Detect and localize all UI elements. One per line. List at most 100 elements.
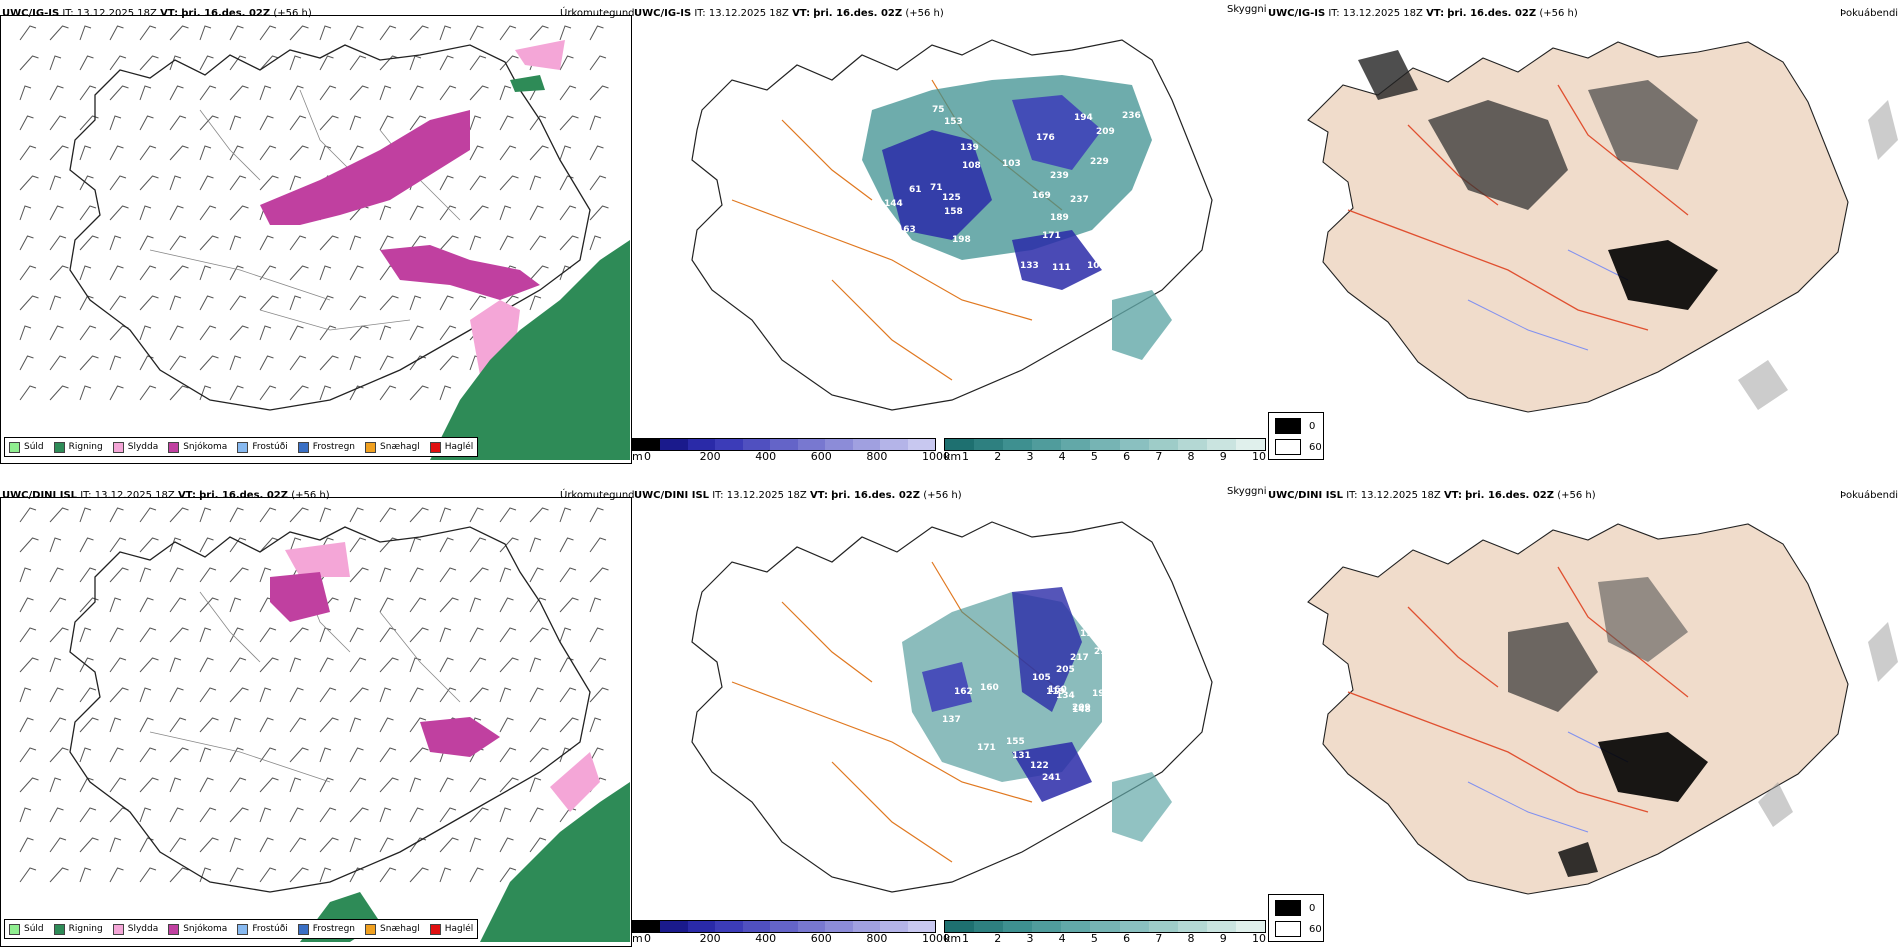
ceiling-value-label: 239 (1050, 171, 1069, 181)
visibility-colorbar (944, 438, 1266, 451)
iceland-coastline (691, 39, 1213, 411)
wind-barb (289, 145, 309, 161)
wind-barb (379, 657, 399, 673)
wind-barb (109, 747, 124, 763)
wind-barb (49, 265, 69, 281)
rain-area (480, 782, 630, 942)
wind-barb (139, 385, 157, 401)
colorbar-segment (687, 439, 716, 450)
wind-barb (79, 627, 92, 643)
wind-barb (289, 747, 309, 763)
wind-barb (79, 325, 97, 341)
wind-barb (589, 717, 602, 733)
wind-barb (349, 295, 367, 311)
colorbar-segment (633, 439, 661, 450)
colorbar-segment (1148, 439, 1178, 450)
fog-legend: 0 60 (1268, 894, 1324, 942)
wind-barb (469, 627, 484, 643)
colorbar-segment (1177, 921, 1207, 932)
legend-swatch (429, 923, 441, 935)
wind-barb (19, 355, 34, 371)
wind-barb (379, 807, 392, 823)
fog-sea (1758, 622, 1898, 827)
wind-barb (19, 85, 32, 101)
wind-barb (259, 385, 277, 401)
wind-barb (529, 205, 544, 221)
ceiling-value-label: 138 (902, 249, 921, 259)
wind-barb (469, 85, 489, 101)
wind-barb (409, 205, 424, 221)
colorbar-tick-label: 4 (1058, 932, 1066, 945)
wind-barb (529, 747, 549, 763)
ceiling-value-label: 229 (1090, 157, 1109, 167)
roads (731, 79, 1063, 381)
wind-barb (379, 325, 392, 341)
wind-barb (199, 627, 212, 643)
wind-barb (259, 717, 274, 733)
legend-label: Frostúði (252, 924, 288, 934)
wind-barb (79, 687, 97, 703)
wind-barb (319, 627, 332, 643)
wind-barb (559, 145, 572, 161)
wind-barb (199, 205, 217, 221)
colorbar-segment (974, 921, 1004, 932)
fog-legend-row: 0 (1275, 900, 1315, 916)
wind-barb (229, 385, 244, 401)
legend-label: Frostregn (312, 924, 356, 934)
wind-barb (289, 807, 304, 823)
wind-barb (79, 597, 99, 613)
iceland-coastline (69, 526, 591, 893)
colorbar-tick-label: 600 (810, 932, 832, 945)
wind-barb (19, 687, 32, 703)
legend-item: Snjókoma (168, 923, 227, 935)
row1-fog-panel: UWC/IG-IS IT: 13.12.2025 18Z VT: þri. 16… (1268, 0, 1898, 460)
wind-barb (49, 85, 64, 101)
wind-barb (139, 355, 154, 371)
legend-swatch (168, 441, 180, 453)
wind-barb (79, 657, 94, 673)
fog-map (1307, 41, 1898, 413)
wind-barb (319, 265, 332, 281)
wind-barb (499, 235, 514, 251)
colorbar-tick-label: 400 (755, 932, 777, 945)
wind-barb (169, 807, 184, 823)
legend-label: Súld (24, 442, 44, 452)
wind-barb (289, 777, 302, 793)
colorbar-tick-label: 0 (644, 450, 651, 463)
wind-barb (79, 295, 94, 311)
wind-barb (559, 115, 579, 131)
wind-barb (199, 507, 212, 523)
legend-swatch (365, 923, 377, 935)
wind-barb (529, 25, 549, 41)
wind-barb (529, 777, 542, 793)
wind-barb (589, 537, 607, 553)
precip-map (19, 25, 630, 460)
wind-barb (439, 597, 459, 613)
wind-barb (79, 507, 92, 523)
colorbar-segment (907, 439, 935, 450)
legend-label: Slydda (127, 442, 159, 452)
wind-barb (289, 85, 304, 101)
ceiling-value-label: 139 (960, 143, 979, 153)
wind-barb (109, 145, 124, 161)
wind-barb (139, 25, 157, 41)
wind-barb (589, 567, 609, 583)
colorbar-segment (1206, 439, 1236, 450)
ceiling-value-label: 104 (897, 243, 916, 253)
fog-legend-row: 60 (1275, 921, 1322, 937)
wind-barb (19, 597, 34, 613)
wind-barb (349, 25, 364, 41)
legend-swatch (112, 923, 124, 935)
fog-dark-1 (1508, 622, 1598, 712)
wind-barb (439, 867, 452, 883)
wind-barb (229, 597, 242, 613)
wind-barb (589, 115, 602, 131)
wind-barb (199, 717, 219, 733)
wind-barb (199, 85, 217, 101)
legend-label: Rigning (68, 442, 103, 452)
legend-label: Snjókoma (183, 442, 228, 452)
wind-barb (289, 507, 309, 523)
wind-barb (439, 837, 459, 853)
wind-barb (259, 55, 279, 71)
wind-barb (169, 747, 189, 763)
